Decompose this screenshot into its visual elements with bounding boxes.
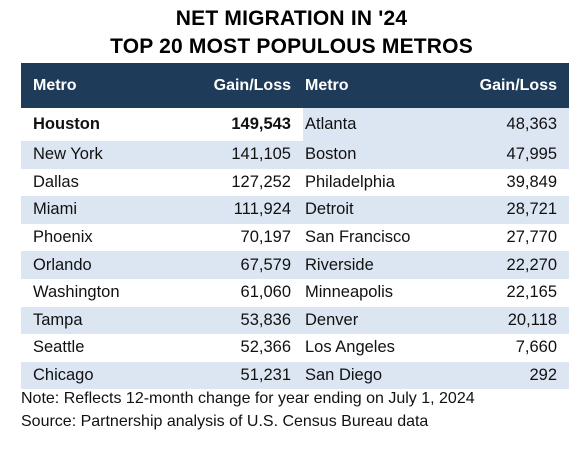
gain-value: 48,363 — [453, 108, 569, 141]
metro-name: Tampa — [33, 310, 83, 329]
gain-value: 52,366 — [240, 338, 291, 357]
migration-table: Metro Gain/Loss Metro Gain/Loss Houston … — [21, 63, 569, 390]
metro-name: Philadelphia — [305, 172, 395, 191]
gain-value: 22,270 — [506, 255, 557, 274]
table-row: Seattle 52,366 Los Angeles 7,660 — [21, 334, 569, 362]
gain-value: 111,924 — [233, 200, 291, 219]
metro-name: Phoenix — [33, 228, 93, 247]
table-row: Miami 111,924 Detroit 28,721 — [21, 196, 569, 224]
table-row: Houston 149,543 Atlanta 48,363 — [21, 108, 569, 141]
gain-value: 141,105 — [231, 145, 291, 164]
gain-value: 149,543 — [231, 115, 291, 133]
gain-value: 28,721 — [506, 200, 557, 219]
title-line-2: TOP 20 MOST POPULOUS METROS — [110, 35, 473, 58]
gain-value: 22,165 — [506, 283, 557, 302]
gain-value: 20,118 — [507, 310, 557, 329]
header-metro-right: Metro — [305, 76, 349, 94]
gain-value: 47,995 — [506, 145, 557, 164]
metro-name: Denver — [305, 310, 359, 329]
metro-name: Riverside — [305, 255, 374, 274]
table-row: Dallas 127,252 Philadelphia 39,849 — [21, 169, 569, 197]
gain-value: 70,197 — [240, 228, 291, 247]
table-row: New York 141,105 Boston 47,995 — [21, 141, 569, 169]
metro-name: Orlando — [33, 255, 92, 274]
gain-value: 67,579 — [240, 255, 291, 274]
metro-name: Dallas — [33, 172, 79, 191]
gain-value: 51,231 — [240, 366, 291, 385]
source-line: Source: Partnership analysis of U.S. Cen… — [21, 413, 429, 430]
metro-name: Seattle — [33, 338, 85, 357]
metro-name: Chicago — [33, 366, 94, 385]
metro-name: Los Angeles — [305, 338, 395, 357]
table-header: Metro Gain/Loss Metro Gain/Loss — [21, 63, 569, 108]
metro-name: San Francisco — [305, 228, 411, 247]
table-row: Phoenix 70,197 San Francisco 27,770 — [21, 224, 569, 252]
header-gain-left: Gain/Loss — [213, 76, 291, 94]
gain-value: 39,849 — [506, 172, 557, 191]
header-gain-right: Gain/Loss — [479, 76, 557, 94]
metro-name: Detroit — [305, 200, 354, 219]
gain-value: 292 — [529, 366, 557, 385]
metro-name: Boston — [305, 145, 357, 164]
metro-name: San Diego — [305, 366, 383, 385]
gain-value: 53,836 — [240, 310, 291, 329]
gain-value: 7,660 — [515, 338, 557, 357]
metro-name: New York — [33, 145, 103, 164]
table-row: Washington 61,060 Minneapolis 22,165 — [21, 279, 569, 307]
table-row: Tampa 53,836 Denver 20,118 — [21, 306, 569, 335]
footnote: Note: Reflects 12-month change for year … — [21, 390, 475, 407]
metro-name: Miami — [33, 200, 77, 219]
header-metro-left: Metro — [33, 76, 77, 94]
table-row: Chicago 51,231 San Diego 292 — [21, 361, 569, 390]
gain-value: 27,770 — [506, 228, 557, 247]
metro-name: Houston — [33, 115, 100, 133]
table-row: Orlando 67,579 Riverside 22,270 — [21, 251, 569, 279]
gain-value: 127,252 — [231, 172, 291, 191]
title-line-1: NET MIGRATION IN '24 — [175, 7, 408, 30]
gain-value: 61,060 — [240, 283, 291, 302]
metro-name: Washington — [33, 283, 120, 302]
metro-name: Atlanta — [303, 108, 453, 141]
metro-name: Minneapolis — [305, 283, 394, 302]
